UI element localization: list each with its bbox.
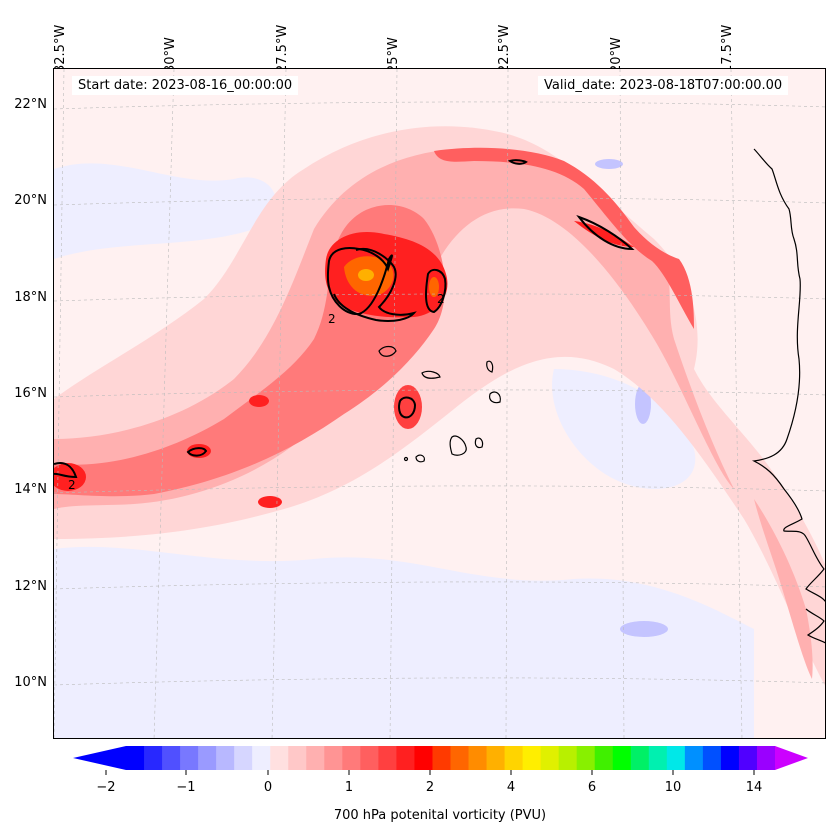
colorbar-bin <box>432 746 451 770</box>
lat-label-14n: 14°N <box>14 482 47 497</box>
colorbar <box>73 746 808 775</box>
colorbar-bin <box>738 746 758 770</box>
colorbar-bin <box>450 746 470 770</box>
colorbar-bin <box>414 746 433 770</box>
valid-date-label: Valid_date: 2023-08-18T07:00:00.00 <box>538 76 789 95</box>
lon-label-22-5w: 22.5°W <box>497 24 512 73</box>
lon-label-17-5w: 17.5°W <box>720 24 735 73</box>
cape-verde-islands <box>378 345 501 463</box>
start-date-label: Start date: 2023-08-16_00:00:00 <box>72 76 299 95</box>
colorbar-bin <box>234 746 253 770</box>
colorbar-bin <box>360 746 379 770</box>
colorbar-bin <box>684 746 704 770</box>
colorbar-bin <box>198 746 217 770</box>
african-coastline <box>751 148 825 644</box>
graticule <box>54 69 825 738</box>
colorbar-bin <box>378 746 397 770</box>
colorbar-bin <box>558 746 578 770</box>
colorbar-bin <box>630 746 650 770</box>
pv-map: 2 2 2 <box>54 69 825 738</box>
lon-label-27-5w: 27.5°W <box>275 24 290 73</box>
contour-label-2: 2 <box>437 292 445 306</box>
colorbar-bin <box>756 746 776 770</box>
colorbar-extend-low <box>73 746 126 770</box>
colorbar-ticks <box>105 770 755 775</box>
colorbar-bin <box>504 746 524 770</box>
colorbar-tick-2: 2 <box>425 780 435 795</box>
colorbar-bin <box>162 746 181 770</box>
colorbar-bins <box>126 746 776 770</box>
lat-label-20n: 20°N <box>14 193 47 208</box>
contour-label-3: 2 <box>68 478 76 492</box>
colorbar-bin <box>594 746 614 770</box>
lon-label-32-5w: 32.5°W <box>53 24 68 73</box>
map-panel[interactable]: 2 2 2 <box>53 68 826 739</box>
colorbar-bin <box>486 746 506 770</box>
pv-core-east-peak <box>429 277 439 297</box>
lat-label-18n: 18°N <box>14 290 47 305</box>
colorbar-tick-1: 1 <box>344 780 354 795</box>
colorbar-tick-6: 6 <box>587 780 597 795</box>
colorbar-bin <box>216 746 235 770</box>
colorbar-tick-0: 0 <box>263 780 273 795</box>
colorbar-bin <box>126 746 145 770</box>
colorbar-bin <box>324 746 343 770</box>
colorbar-bin <box>468 746 488 770</box>
colorbar-bin <box>612 746 632 770</box>
lat-label-22n: 22°N <box>14 97 47 112</box>
colorbar-bin <box>342 746 361 770</box>
colorbar-bin <box>576 746 596 770</box>
colorbar-tick-14: 14 <box>745 780 763 795</box>
colorbar-bin <box>702 746 722 770</box>
colorbar-bin <box>288 746 307 770</box>
colorbar-bin <box>180 746 199 770</box>
colorbar-bin <box>144 746 163 770</box>
lat-label-10n: 10°N <box>14 675 47 690</box>
colorbar-bin <box>522 746 542 770</box>
pv-disturbance-peak-inner <box>358 269 374 281</box>
colorbar-extend-high <box>775 746 808 770</box>
colorbar-tick-m1: −1 <box>176 780 196 795</box>
lat-label-16n: 16°N <box>14 386 47 401</box>
pv-2-contours <box>54 159 635 479</box>
lat-label-12n: 12°N <box>14 579 47 594</box>
pv-maximum-band3 <box>258 496 282 508</box>
colorbar-bin <box>666 746 686 770</box>
colorbar-bin <box>270 746 289 770</box>
contour-labels: 2 2 2 <box>68 292 445 492</box>
colorbar-bin <box>396 746 415 770</box>
colorbar-tick-10: 10 <box>664 780 682 795</box>
contour-label-1: 2 <box>328 312 336 326</box>
colorbar-label: 700 hPa potenital vorticity (PVU) <box>333 808 547 823</box>
colorbar-bin <box>252 746 271 770</box>
colorbar-bin <box>306 746 325 770</box>
pv-maximum-south <box>394 385 422 429</box>
colorbar-tick-m2: −2 <box>96 780 116 795</box>
colorbar-bin <box>648 746 668 770</box>
colorbar-bin <box>540 746 560 770</box>
pv-filament-north <box>434 147 694 329</box>
pv-maximum-band2 <box>249 395 269 407</box>
pv-coastal-streak <box>754 499 813 679</box>
colorbar-bin <box>720 746 740 770</box>
colorbar-tick-4: 4 <box>506 780 516 795</box>
